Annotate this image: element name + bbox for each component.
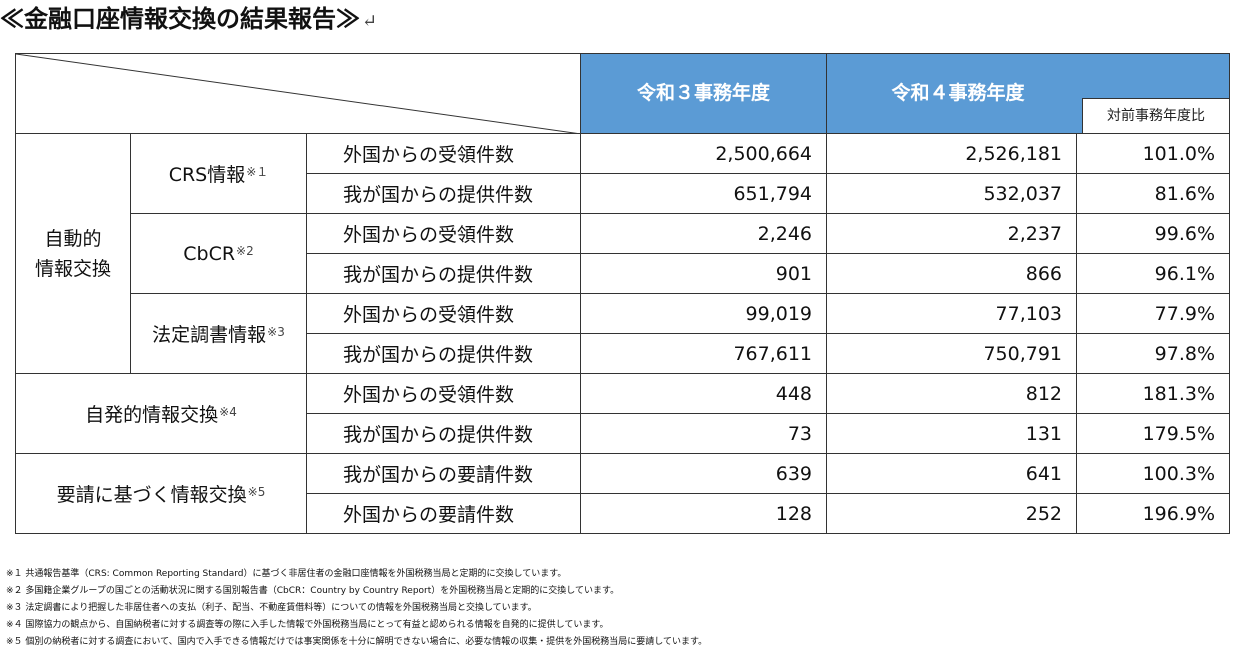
row-label: 我が国からの提供件数 — [305, 413, 582, 454]
row-label: 外国からの受領件数 — [305, 213, 582, 254]
footnote-3: ※３ 法定調書により把握した非居住者への支払（利子、配当、不動産賃借料等）につい… — [6, 603, 537, 613]
spont-label: 自発的情報交換 — [85, 404, 219, 426]
table-row: 我が国からの提供件数 901 866 96.1% — [16, 253, 1231, 294]
value-r3: 901 — [580, 253, 828, 294]
header-r4-label: 令和４事務年度 — [891, 82, 1025, 104]
value-r3: 639 — [580, 453, 828, 494]
diagonal-line — [16, 54, 574, 133]
value-r4: 77,103 — [826, 293, 1078, 334]
row-label: 我が国からの提供件数 — [305, 253, 582, 294]
header-r3-label: 令和３事務年度 — [637, 82, 771, 104]
table-row: 我が国からの提供件数 73 131 179.5% — [16, 413, 1231, 454]
value-r3: 73 — [580, 413, 828, 454]
header-r4: 令和４事務年度 対前事務年度比 — [826, 53, 1231, 134]
row-label: 我が国からの提供件数 — [305, 173, 582, 214]
table-row: CbCR※2 外国からの受領件数 2,246 2,237 99.6% — [16, 213, 1231, 294]
table-row: 我が国からの提供件数 767,611 750,791 97.8% — [16, 333, 1231, 374]
request-note-mark: ※5 — [247, 485, 266, 499]
table-row: 我が国からの提供件数 651,794 532,037 81.6% — [16, 173, 1231, 214]
spont-note-mark: ※4 — [219, 405, 237, 419]
value-r3: 99,019 — [580, 293, 828, 334]
legal-note-mark: ※3 — [267, 325, 285, 339]
value-ratio: 77.9% — [1076, 293, 1231, 334]
value-ratio: 97.8% — [1076, 333, 1231, 374]
request-label: 要請に基づく情報交換 — [56, 484, 247, 506]
row-label: 我が国からの提供件数 — [305, 333, 582, 374]
row-label: 外国からの要請件数 — [305, 493, 582, 534]
footnotes: ※１ 共通報告基準（CRS: Common Reporting Standard… — [6, 566, 1234, 651]
value-r3: 448 — [580, 373, 828, 414]
header-corner-cell — [14, 53, 582, 134]
value-r4: 812 — [826, 373, 1078, 414]
page-title: ≪金融口座情報交換の結果報告≫ ↵ — [0, 2, 377, 36]
title-text: ≪金融口座情報交換の結果報告≫ — [0, 4, 360, 33]
table-row: 自動的 情報交換 CRS情報※１ 外国からの受領件数 2,500,664 2,5… — [15, 133, 1231, 374]
footnote-1: ※１ 共通報告基準（CRS: Common Reporting Standard… — [6, 569, 567, 579]
row-label: 我が国からの要請件数 — [305, 453, 582, 494]
value-r3: 767,611 — [580, 333, 828, 374]
subgroup-crs: CRS情報※１ — [130, 133, 307, 214]
value-r3: 2,500,664 — [580, 133, 828, 174]
value-r4: 750,791 — [826, 333, 1078, 374]
group-spontaneous: 自発的情報交換※4 — [15, 373, 307, 454]
crs-note-mark: ※１ — [246, 165, 269, 179]
group-request: 要請に基づく情報交換※5 — [15, 453, 307, 534]
value-ratio: 96.1% — [1076, 253, 1231, 294]
return-mark-icon: ↵ — [362, 11, 378, 32]
legal-label: 法定調書情報 — [152, 324, 267, 346]
subgroup-legal: 法定調書情報※3 — [130, 293, 307, 374]
table-row: 外国からの要請件数 128 252 196.9% — [16, 493, 1231, 534]
value-r4: 2,237 — [826, 213, 1078, 254]
value-ratio: 81.6% — [1076, 173, 1231, 214]
footnote-4: ※４ 国際協力の観点から、自国納税者に対する調査等の際に入手した情報で外国税務当… — [6, 620, 609, 630]
footnote-5: ※５ 個別の納税者に対する調査において、国内で入手できる情報だけでは事実関係を十… — [6, 637, 708, 647]
row-label: 外国からの受領件数 — [305, 133, 582, 174]
header-row: 令和３事務年度 令和４事務年度 対前事務年度比 — [14, 53, 1231, 134]
crs-label: CRS情報 — [168, 164, 246, 186]
value-ratio: 196.9% — [1076, 493, 1231, 534]
footnote-2: ※２ 多国籍企業グループの国ごとの活動状況に関する国別報告書（CbCR：Coun… — [6, 586, 620, 596]
value-r4: 131 — [826, 413, 1078, 454]
value-r3: 128 — [580, 493, 828, 534]
value-r4: 532,037 — [826, 173, 1078, 214]
value-ratio: 100.3% — [1076, 453, 1231, 494]
header-r3: 令和３事務年度 — [580, 53, 828, 134]
value-r4: 252 — [826, 493, 1078, 534]
group-auto-label: 自動的 情報交換 — [34, 227, 111, 280]
header-ratio-label: 対前事務年度比 — [1082, 98, 1229, 133]
row-label: 外国からの受領件数 — [305, 373, 582, 414]
table-row: 要請に基づく情報交換※5 我が国からの要請件数 639 641 100.3% — [15, 453, 1231, 534]
value-r3: 651,794 — [580, 173, 828, 214]
value-r4: 641 — [826, 453, 1078, 494]
exchange-results-table: 令和３事務年度 令和４事務年度 対前事務年度比 自動的 情報交換 CRS情報※１… — [14, 53, 1231, 534]
value-r4: 866 — [826, 253, 1078, 294]
group-auto-exchange: 自動的 情報交換 — [15, 133, 131, 374]
cbcr-label: CbCR — [183, 242, 236, 265]
value-ratio: 99.6% — [1076, 213, 1231, 254]
table-row: 自発的情報交換※4 外国からの受領件数 448 812 181.3% — [15, 373, 1231, 454]
subgroup-cbcr: CbCR※2 — [130, 213, 307, 294]
cbcr-note-mark: ※2 — [236, 243, 254, 258]
row-label: 外国からの受領件数 — [305, 293, 582, 334]
value-ratio: 181.3% — [1076, 373, 1231, 414]
table-row: 法定調書情報※3 外国からの受領件数 99,019 77,103 77.9% — [16, 293, 1231, 374]
value-r3: 2,246 — [580, 213, 828, 254]
value-r4: 2,526,181 — [826, 133, 1078, 174]
value-ratio: 101.0% — [1076, 133, 1231, 174]
value-ratio: 179.5% — [1076, 413, 1231, 454]
